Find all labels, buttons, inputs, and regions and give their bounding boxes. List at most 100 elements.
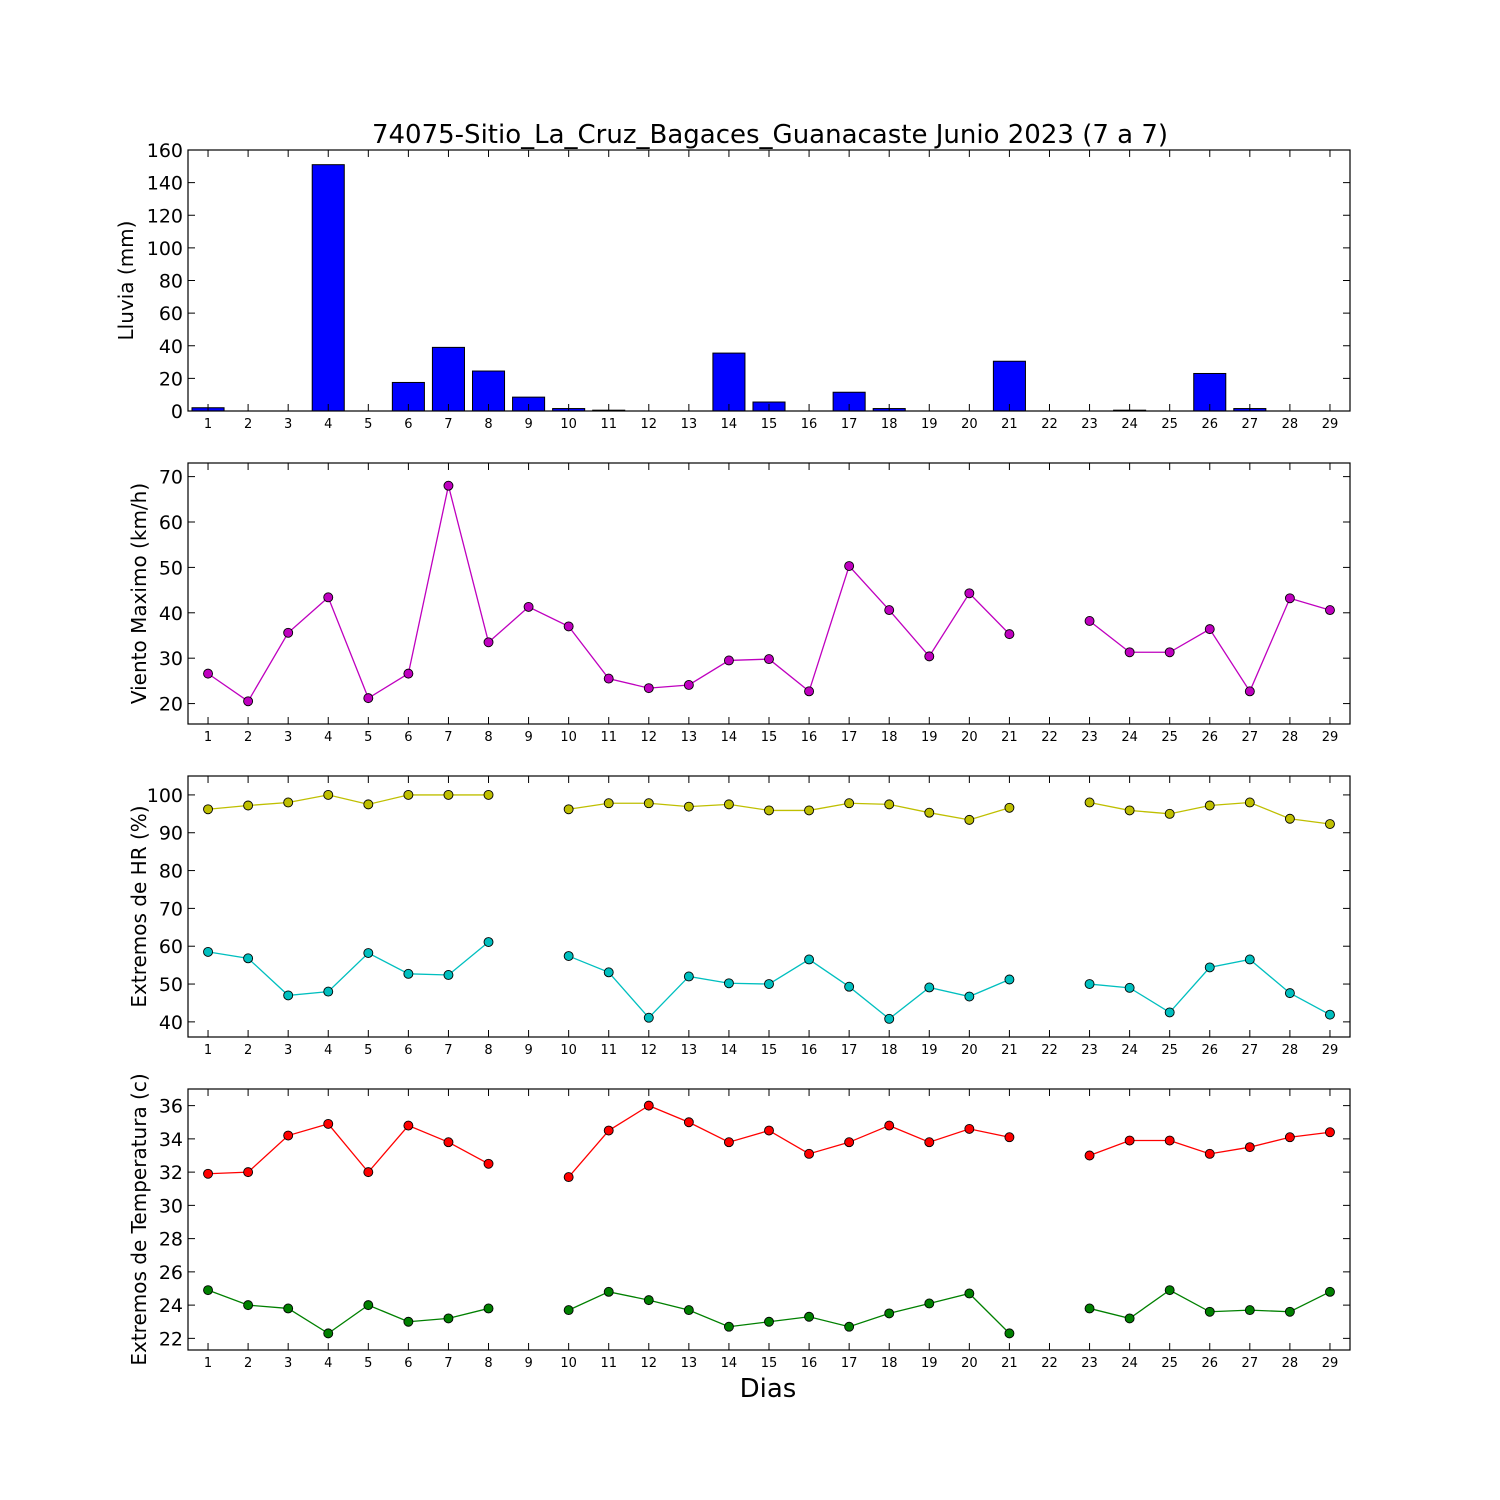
ytick-label: 36 bbox=[159, 1096, 183, 1118]
xtick-label: 13 bbox=[681, 1356, 698, 1371]
xtick-label: 9 bbox=[524, 1356, 532, 1371]
point-2-1-day-5 bbox=[363, 693, 374, 704]
xtick-label: 22 bbox=[1041, 1043, 1058, 1058]
xtick-label: 10 bbox=[560, 417, 577, 432]
xtick-label: 8 bbox=[484, 417, 492, 432]
xtick-label: 23 bbox=[1081, 1356, 1098, 1371]
xtick-label: 29 bbox=[1322, 730, 1339, 745]
xtick-label: 22 bbox=[1041, 1356, 1058, 1371]
point-2-1-day-4 bbox=[323, 592, 334, 603]
point-3-2-day-18 bbox=[884, 1013, 895, 1024]
point-4-1-day-23 bbox=[1084, 1150, 1095, 1161]
point-4-1-day-18 bbox=[884, 1120, 895, 1131]
point-4-2-day-26 bbox=[1204, 1306, 1215, 1317]
series-line-4-2 bbox=[568, 1291, 1010, 1334]
point-2-1-day-23 bbox=[1084, 616, 1095, 626]
xtick-label: 10 bbox=[560, 1356, 577, 1371]
series-line-3-1 bbox=[568, 802, 1010, 821]
point-3-1-day-13 bbox=[683, 801, 694, 812]
point-3-1-day-1 bbox=[203, 804, 213, 815]
point-4-1-day-2 bbox=[243, 1167, 254, 1178]
point-4-2-day-6 bbox=[403, 1316, 414, 1327]
point-3-2-day-23 bbox=[1084, 979, 1095, 989]
xtick-label: 16 bbox=[801, 1356, 818, 1371]
point-4-1-day-24 bbox=[1124, 1135, 1135, 1146]
y-axis-label-1: Lluvia (mm) bbox=[114, 221, 138, 341]
xtick-label: 18 bbox=[881, 417, 898, 432]
series-line-4-1 bbox=[568, 1104, 1010, 1178]
ytick-label: 22 bbox=[159, 1328, 183, 1350]
point-3-2-day-25 bbox=[1164, 1007, 1175, 1018]
xtick-label: 17 bbox=[841, 730, 858, 745]
ytick-label: 28 bbox=[159, 1229, 183, 1251]
xtick-label: 13 bbox=[681, 417, 698, 432]
xtick-label: 1 bbox=[204, 730, 212, 745]
point-4-2-day-16 bbox=[804, 1311, 815, 1322]
point-4-2-day-25 bbox=[1164, 1285, 1175, 1296]
xtick-label: 11 bbox=[600, 730, 617, 745]
point-2-1-day-6 bbox=[403, 668, 414, 679]
x-axis-label: Dias bbox=[740, 1374, 797, 1404]
point-3-2-day-2 bbox=[243, 953, 254, 964]
point-2-1-day-13 bbox=[683, 680, 694, 690]
ytick-label: 60 bbox=[159, 936, 183, 958]
xtick-label: 12 bbox=[641, 730, 658, 745]
point-3-1-day-16 bbox=[804, 805, 815, 816]
xtick-label: 25 bbox=[1161, 417, 1178, 432]
point-3-1-day-23 bbox=[1084, 797, 1095, 808]
point-3-2-day-24 bbox=[1124, 982, 1135, 993]
xtick-label: 11 bbox=[600, 1043, 617, 1058]
point-4-1-day-25 bbox=[1164, 1135, 1175, 1146]
point-3-2-day-5 bbox=[363, 948, 374, 958]
point-2-1-day-7 bbox=[443, 480, 454, 491]
xtick-label: 13 bbox=[681, 1043, 698, 1058]
point-3-1-day-10 bbox=[563, 804, 574, 815]
series-line-4-1 bbox=[208, 1123, 489, 1175]
xtick-label: 28 bbox=[1282, 1356, 1299, 1371]
rain-bar-day-14 bbox=[712, 352, 746, 412]
point-2-1-day-27 bbox=[1244, 686, 1255, 697]
ytick-label: 26 bbox=[159, 1262, 183, 1284]
point-3-2-day-15 bbox=[764, 979, 774, 989]
ytick-label: 50 bbox=[159, 557, 183, 579]
xtick-label: 6 bbox=[404, 417, 412, 432]
xtick-label: 20 bbox=[961, 1356, 978, 1371]
xtick-label: 4 bbox=[324, 1043, 332, 1058]
point-2-1-day-21 bbox=[1004, 629, 1015, 640]
xtick-label: 17 bbox=[841, 1043, 858, 1058]
point-4-1-day-21 bbox=[1004, 1132, 1015, 1143]
point-2-1-day-8 bbox=[483, 637, 494, 648]
point-4-1-day-17 bbox=[844, 1137, 855, 1148]
xtick-label: 14 bbox=[721, 417, 738, 432]
xtick-label: 8 bbox=[484, 1043, 492, 1058]
rain-bar-day-7 bbox=[431, 346, 465, 412]
point-3-1-day-27 bbox=[1244, 797, 1255, 808]
xtick-label: 20 bbox=[961, 730, 978, 745]
ytick-label: 70 bbox=[159, 898, 183, 920]
xtick-label: 21 bbox=[1001, 417, 1018, 432]
point-4-1-day-12 bbox=[643, 1100, 654, 1111]
ytick-label: 40 bbox=[159, 603, 183, 625]
point-3-2-day-17 bbox=[844, 981, 855, 992]
xtick-label: 21 bbox=[1001, 1043, 1018, 1058]
xtick-label: 28 bbox=[1282, 417, 1299, 432]
xtick-label: 7 bbox=[444, 730, 452, 745]
point-4-2-day-3 bbox=[283, 1303, 294, 1314]
xtick-label: 9 bbox=[524, 1043, 532, 1058]
xtick-label: 27 bbox=[1242, 1356, 1259, 1371]
xtick-label: 29 bbox=[1322, 1043, 1339, 1058]
xtick-label: 20 bbox=[961, 417, 978, 432]
point-4-1-day-4 bbox=[323, 1118, 334, 1129]
xtick-label: 14 bbox=[721, 1356, 738, 1371]
point-3-2-day-19 bbox=[924, 982, 935, 993]
xtick-label: 26 bbox=[1201, 1043, 1218, 1058]
ytick-label: 30 bbox=[159, 648, 183, 670]
xtick-label: 21 bbox=[1001, 730, 1018, 745]
xtick-label: 25 bbox=[1161, 730, 1178, 745]
xtick-label: 27 bbox=[1242, 417, 1259, 432]
xtick-label: 3 bbox=[284, 730, 292, 745]
rain-bar-day-21 bbox=[992, 360, 1026, 412]
xtick-label: 14 bbox=[721, 1043, 738, 1058]
